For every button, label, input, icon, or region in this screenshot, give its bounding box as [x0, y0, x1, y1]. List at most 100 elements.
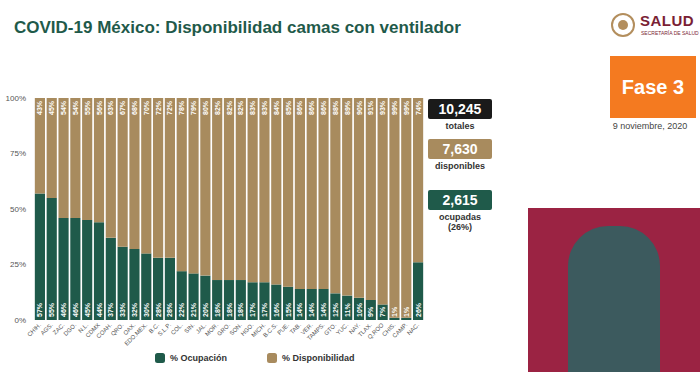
svg-text:56%: 56% [96, 100, 103, 115]
svg-text:MICH.: MICH. [250, 321, 267, 339]
svg-text:80%: 80% [202, 100, 209, 115]
svg-text:TAMPS.: TAMPS. [306, 321, 326, 342]
svg-text:10%: 10% [356, 302, 363, 317]
svg-text:84%: 84% [273, 100, 280, 115]
svg-text:GRO.: GRO. [216, 322, 231, 337]
svg-text:7%: 7% [379, 306, 386, 317]
svg-text:MOR.: MOR. [204, 321, 220, 338]
svg-text:75%: 75% [10, 149, 26, 158]
svg-text:46%: 46% [60, 302, 67, 317]
svg-text:COL.: COL. [170, 322, 184, 336]
html-text:Fase 3: Fase 3 [621, 75, 685, 98]
svg-text:55%: 55% [48, 302, 55, 317]
svg-text:DGO.: DGO. [62, 322, 77, 337]
svg-text:21%: 21% [190, 302, 197, 317]
svg-text:18%: 18% [214, 302, 221, 317]
svg-text:78%: 78% [178, 100, 185, 115]
svg-text:72%: 72% [166, 100, 173, 115]
svg-text:CHIH.: CHIH. [26, 322, 42, 338]
svg-text:25%: 25% [10, 260, 26, 269]
svg-text:1%: 1% [403, 306, 410, 317]
svg-text:HGO.: HGO. [239, 321, 255, 337]
svg-text:QRO.: QRO. [110, 322, 125, 337]
svg-text:CDMX: CDMX [84, 321, 102, 339]
svg-text:93%: 93% [379, 100, 386, 115]
svg-text:28%: 28% [155, 302, 162, 317]
html-text:ocupadas (26%): ocupadas (26%) [439, 212, 481, 232]
svg-text:43%: 43% [36, 100, 43, 115]
svg-text:SIN.: SIN. [183, 322, 196, 335]
svg-text:14%: 14% [320, 302, 327, 317]
svg-text:37%: 37% [107, 302, 114, 317]
svg-text:9%: 9% [367, 306, 374, 317]
svg-text:55%: 55% [84, 100, 91, 115]
svg-text:67%: 67% [119, 100, 126, 115]
svg-text:NAC.: NAC. [406, 322, 421, 337]
svg-text:85%: 85% [285, 100, 292, 115]
svg-text:PUE.: PUE. [276, 322, 290, 336]
svg-text:15%: 15% [285, 302, 292, 317]
svg-text:Q.ROO: Q.ROO [366, 321, 385, 341]
svg-text:82%: 82% [237, 100, 244, 115]
svg-text:57%: 57% [36, 302, 43, 317]
svg-text:70%: 70% [143, 100, 150, 115]
svg-text:100%: 100% [6, 94, 26, 103]
svg-text:82%: 82% [226, 100, 233, 115]
svg-text:91%: 91% [367, 100, 374, 115]
svg-text:14%: 14% [296, 302, 303, 317]
svg-text:% Disponibilidad: % Disponibilidad [282, 353, 355, 363]
svg-text:CAMP.: CAMP. [391, 322, 408, 339]
svg-text:17%: 17% [249, 302, 256, 317]
svg-text:COAH.: COAH. [95, 321, 113, 340]
svg-text:72%: 72% [155, 100, 162, 115]
svg-text:89%: 89% [344, 100, 351, 115]
svg-text:S.L.P.: S.L.P. [157, 322, 172, 337]
svg-text:86%: 86% [296, 100, 303, 115]
svg-text:12%: 12% [332, 302, 339, 317]
svg-text:50%: 50% [10, 205, 26, 214]
svg-text:28%: 28% [166, 302, 173, 317]
svg-text:22%: 22% [178, 302, 185, 317]
svg-text:33%: 33% [119, 302, 126, 317]
svg-text:16%: 16% [273, 302, 280, 317]
html-text:SALUD: SALUD [640, 12, 695, 29]
svg-text:20%: 20% [202, 302, 209, 317]
svg-text:82%: 82% [214, 100, 221, 115]
svg-text:46%: 46% [72, 302, 79, 317]
svg-text:30%: 30% [143, 302, 150, 317]
html-text:COVID-19 México: Disponibilida: COVID-19 México: Disponibilidad camas co… [14, 18, 461, 37]
svg-text:0%: 0% [14, 316, 26, 325]
svg-text:44%: 44% [96, 302, 103, 317]
svg-text:45%: 45% [84, 302, 91, 317]
svg-text:AGS.: AGS. [39, 322, 54, 337]
svg-text:32%: 32% [131, 302, 138, 317]
svg-text:83%: 83% [261, 100, 268, 115]
svg-text:74%: 74% [415, 100, 422, 115]
svg-text:99%: 99% [391, 100, 398, 115]
svg-text:86%: 86% [308, 100, 315, 115]
svg-text:17%: 17% [261, 302, 268, 317]
svg-text:14%: 14% [308, 302, 315, 317]
svg-text:26%: 26% [415, 302, 422, 317]
svg-text:63%: 63% [107, 100, 114, 115]
svg-text:B.C.S.: B.C.S. [262, 322, 279, 339]
svg-text:68%: 68% [131, 100, 138, 115]
svg-text:18%: 18% [226, 302, 233, 317]
svg-text:YUC.: YUC. [335, 322, 350, 337]
svg-text:54%: 54% [72, 100, 79, 115]
svg-text:86%: 86% [320, 100, 327, 115]
svg-text:88%: 88% [332, 100, 339, 115]
svg-text:18%: 18% [237, 302, 244, 317]
svg-text:83%: 83% [249, 100, 256, 115]
svg-text:1%: 1% [391, 306, 398, 317]
svg-text:EDO.MEX.: EDO.MEX. [123, 322, 148, 347]
svg-text:% Ocupación: % Ocupación [170, 353, 227, 363]
svg-text:99%: 99% [403, 100, 410, 115]
svg-text:11%: 11% [344, 303, 351, 317]
svg-text:54%: 54% [60, 100, 67, 115]
svg-text:90%: 90% [356, 100, 363, 115]
svg-text:79%: 79% [190, 100, 197, 115]
svg-text:45%: 45% [48, 100, 55, 115]
svg-text:GTO.: GTO. [323, 322, 338, 337]
svg-text:TLAX.: TLAX. [356, 321, 373, 338]
